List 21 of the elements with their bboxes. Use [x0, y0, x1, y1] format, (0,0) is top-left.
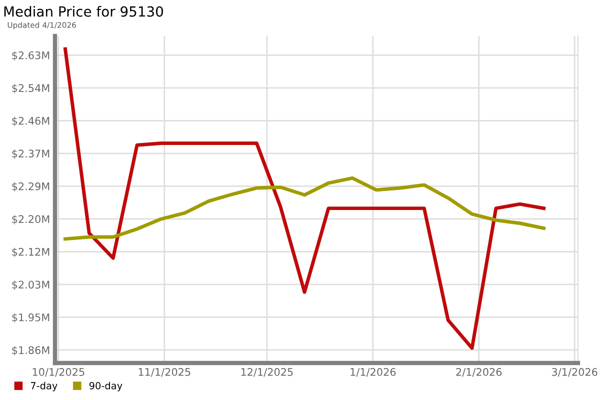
- y-tick-label: $2.46M: [12, 116, 50, 126]
- line-series: [64, 176, 546, 241]
- y-tick-label: $1.86M: [12, 346, 50, 356]
- x-tick-label: 11/1/2025: [138, 368, 190, 377]
- x-tick-label: 1/1/2026: [350, 368, 396, 377]
- y-tick-label: $2.54M: [12, 84, 50, 94]
- x-tick-label: 10/1/2025: [32, 368, 84, 377]
- legend-label: 90-day: [89, 382, 122, 392]
- x-tick-label: 12/1/2025: [241, 368, 293, 377]
- y-tick-label: $2.03M: [12, 280, 50, 290]
- x-tick-label: 3/1/2026: [552, 368, 598, 377]
- legend-label: 7-day: [30, 382, 58, 392]
- y-tick-label: $2.29M: [12, 182, 50, 192]
- y-tick-label: $2.37M: [12, 149, 50, 159]
- x-tick-label: 2/1/2026: [456, 368, 502, 377]
- y-tick-label: $2.63M: [12, 51, 50, 61]
- y-tick-label: $2.12M: [12, 248, 50, 258]
- line-series: [64, 47, 546, 350]
- chart-title: Median Price for 95130: [4, 6, 163, 17]
- y-tick-label: $2.20M: [12, 214, 50, 224]
- y-tick-label: $1.95M: [12, 313, 50, 323]
